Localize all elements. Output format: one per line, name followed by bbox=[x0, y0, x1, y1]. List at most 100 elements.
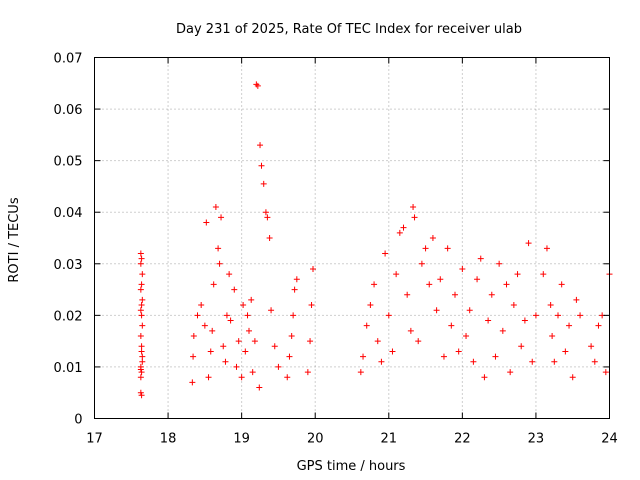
x-axis-ticks: 17 18 19 20 21 22 23 24 bbox=[86, 57, 618, 447]
data-point bbox=[275, 363, 282, 370]
data-point bbox=[246, 327, 252, 334]
data-point bbox=[271, 343, 278, 350]
data-point bbox=[139, 353, 146, 360]
data-point bbox=[249, 369, 256, 376]
data-point bbox=[503, 281, 510, 288]
data-point bbox=[293, 276, 300, 283]
data-point bbox=[137, 286, 144, 293]
data-point bbox=[215, 245, 222, 252]
data-point bbox=[455, 348, 462, 355]
data-point bbox=[470, 358, 477, 365]
data-point bbox=[422, 245, 429, 252]
x-tick-label: 19 bbox=[233, 432, 250, 447]
data-point bbox=[452, 291, 458, 298]
data-point bbox=[288, 332, 295, 339]
data-point bbox=[466, 307, 473, 314]
data-point bbox=[573, 296, 580, 303]
data-point bbox=[290, 312, 297, 319]
data-point bbox=[360, 353, 367, 360]
data-point bbox=[562, 348, 569, 355]
data-point bbox=[286, 353, 293, 360]
data-point bbox=[137, 332, 144, 339]
data-point bbox=[137, 260, 144, 267]
data-point bbox=[190, 332, 197, 339]
data-point bbox=[385, 312, 392, 319]
data-point bbox=[307, 338, 314, 345]
data-point bbox=[415, 338, 422, 345]
data-point bbox=[205, 374, 212, 381]
data-point bbox=[137, 307, 144, 314]
data-point bbox=[203, 219, 210, 226]
data-point bbox=[304, 369, 311, 376]
data-point bbox=[198, 302, 205, 309]
data-point bbox=[138, 392, 145, 399]
data-point bbox=[440, 353, 447, 360]
data-point bbox=[602, 369, 609, 376]
data-point bbox=[137, 366, 144, 373]
y-tick-label: 0.04 bbox=[54, 206, 83, 221]
data-point bbox=[194, 312, 201, 319]
x-axis-label: GPS time / hours bbox=[297, 459, 406, 474]
data-point bbox=[138, 312, 145, 319]
data-point bbox=[525, 240, 532, 247]
data-point bbox=[400, 224, 407, 231]
data-point bbox=[363, 322, 370, 329]
data-point bbox=[223, 312, 230, 319]
data-point bbox=[253, 81, 260, 88]
data-point bbox=[262, 209, 269, 216]
data-point bbox=[190, 353, 197, 360]
data-point bbox=[529, 358, 536, 365]
data-point bbox=[254, 82, 261, 89]
plot-frame bbox=[94, 57, 610, 419]
data-point bbox=[137, 389, 144, 396]
data-point bbox=[444, 245, 451, 252]
data-point bbox=[496, 260, 503, 267]
data-point bbox=[137, 250, 144, 257]
data-point bbox=[240, 302, 247, 309]
data-point bbox=[367, 302, 374, 309]
data-point bbox=[138, 281, 145, 288]
data-point bbox=[138, 369, 145, 376]
data-point bbox=[264, 214, 271, 221]
data-point bbox=[378, 358, 385, 365]
data-point bbox=[549, 332, 556, 339]
data-point bbox=[207, 348, 214, 355]
data-point bbox=[209, 327, 216, 334]
data-point bbox=[139, 296, 146, 303]
y-axis-label: ROTI / TECUs bbox=[7, 197, 22, 282]
data-point bbox=[429, 235, 436, 241]
x-tick-label: 18 bbox=[160, 432, 177, 447]
x-tick-label: 23 bbox=[528, 432, 545, 447]
data-point bbox=[382, 250, 389, 257]
data-point bbox=[588, 343, 595, 350]
data-point bbox=[216, 260, 223, 267]
data-point bbox=[231, 286, 238, 293]
data-point bbox=[139, 358, 146, 365]
grid-lines bbox=[94, 57, 610, 419]
data-point bbox=[235, 338, 242, 345]
data-point bbox=[238, 374, 245, 381]
data-point bbox=[242, 348, 249, 355]
data-point bbox=[244, 312, 251, 319]
data-point bbox=[477, 255, 484, 262]
chart-title: Day 231 of 2025, Rate Of TEC Index for r… bbox=[176, 22, 522, 37]
data-point bbox=[389, 348, 396, 355]
y-tick-label: 0 bbox=[74, 413, 82, 428]
x-tick-label: 21 bbox=[381, 432, 398, 447]
data-point bbox=[521, 317, 528, 324]
x-tick-label: 17 bbox=[86, 432, 103, 447]
data-point bbox=[518, 343, 525, 350]
data-point bbox=[558, 281, 565, 288]
data-point bbox=[137, 374, 144, 381]
data-point bbox=[139, 271, 146, 278]
data-point bbox=[411, 214, 418, 221]
data-point bbox=[532, 312, 539, 319]
data-points bbox=[137, 81, 613, 399]
data-point bbox=[251, 338, 258, 345]
data-point bbox=[407, 327, 414, 334]
data-point bbox=[404, 291, 411, 298]
data-point bbox=[291, 286, 298, 293]
data-point bbox=[233, 363, 240, 370]
y-tick-label: 0.01 bbox=[54, 361, 83, 376]
